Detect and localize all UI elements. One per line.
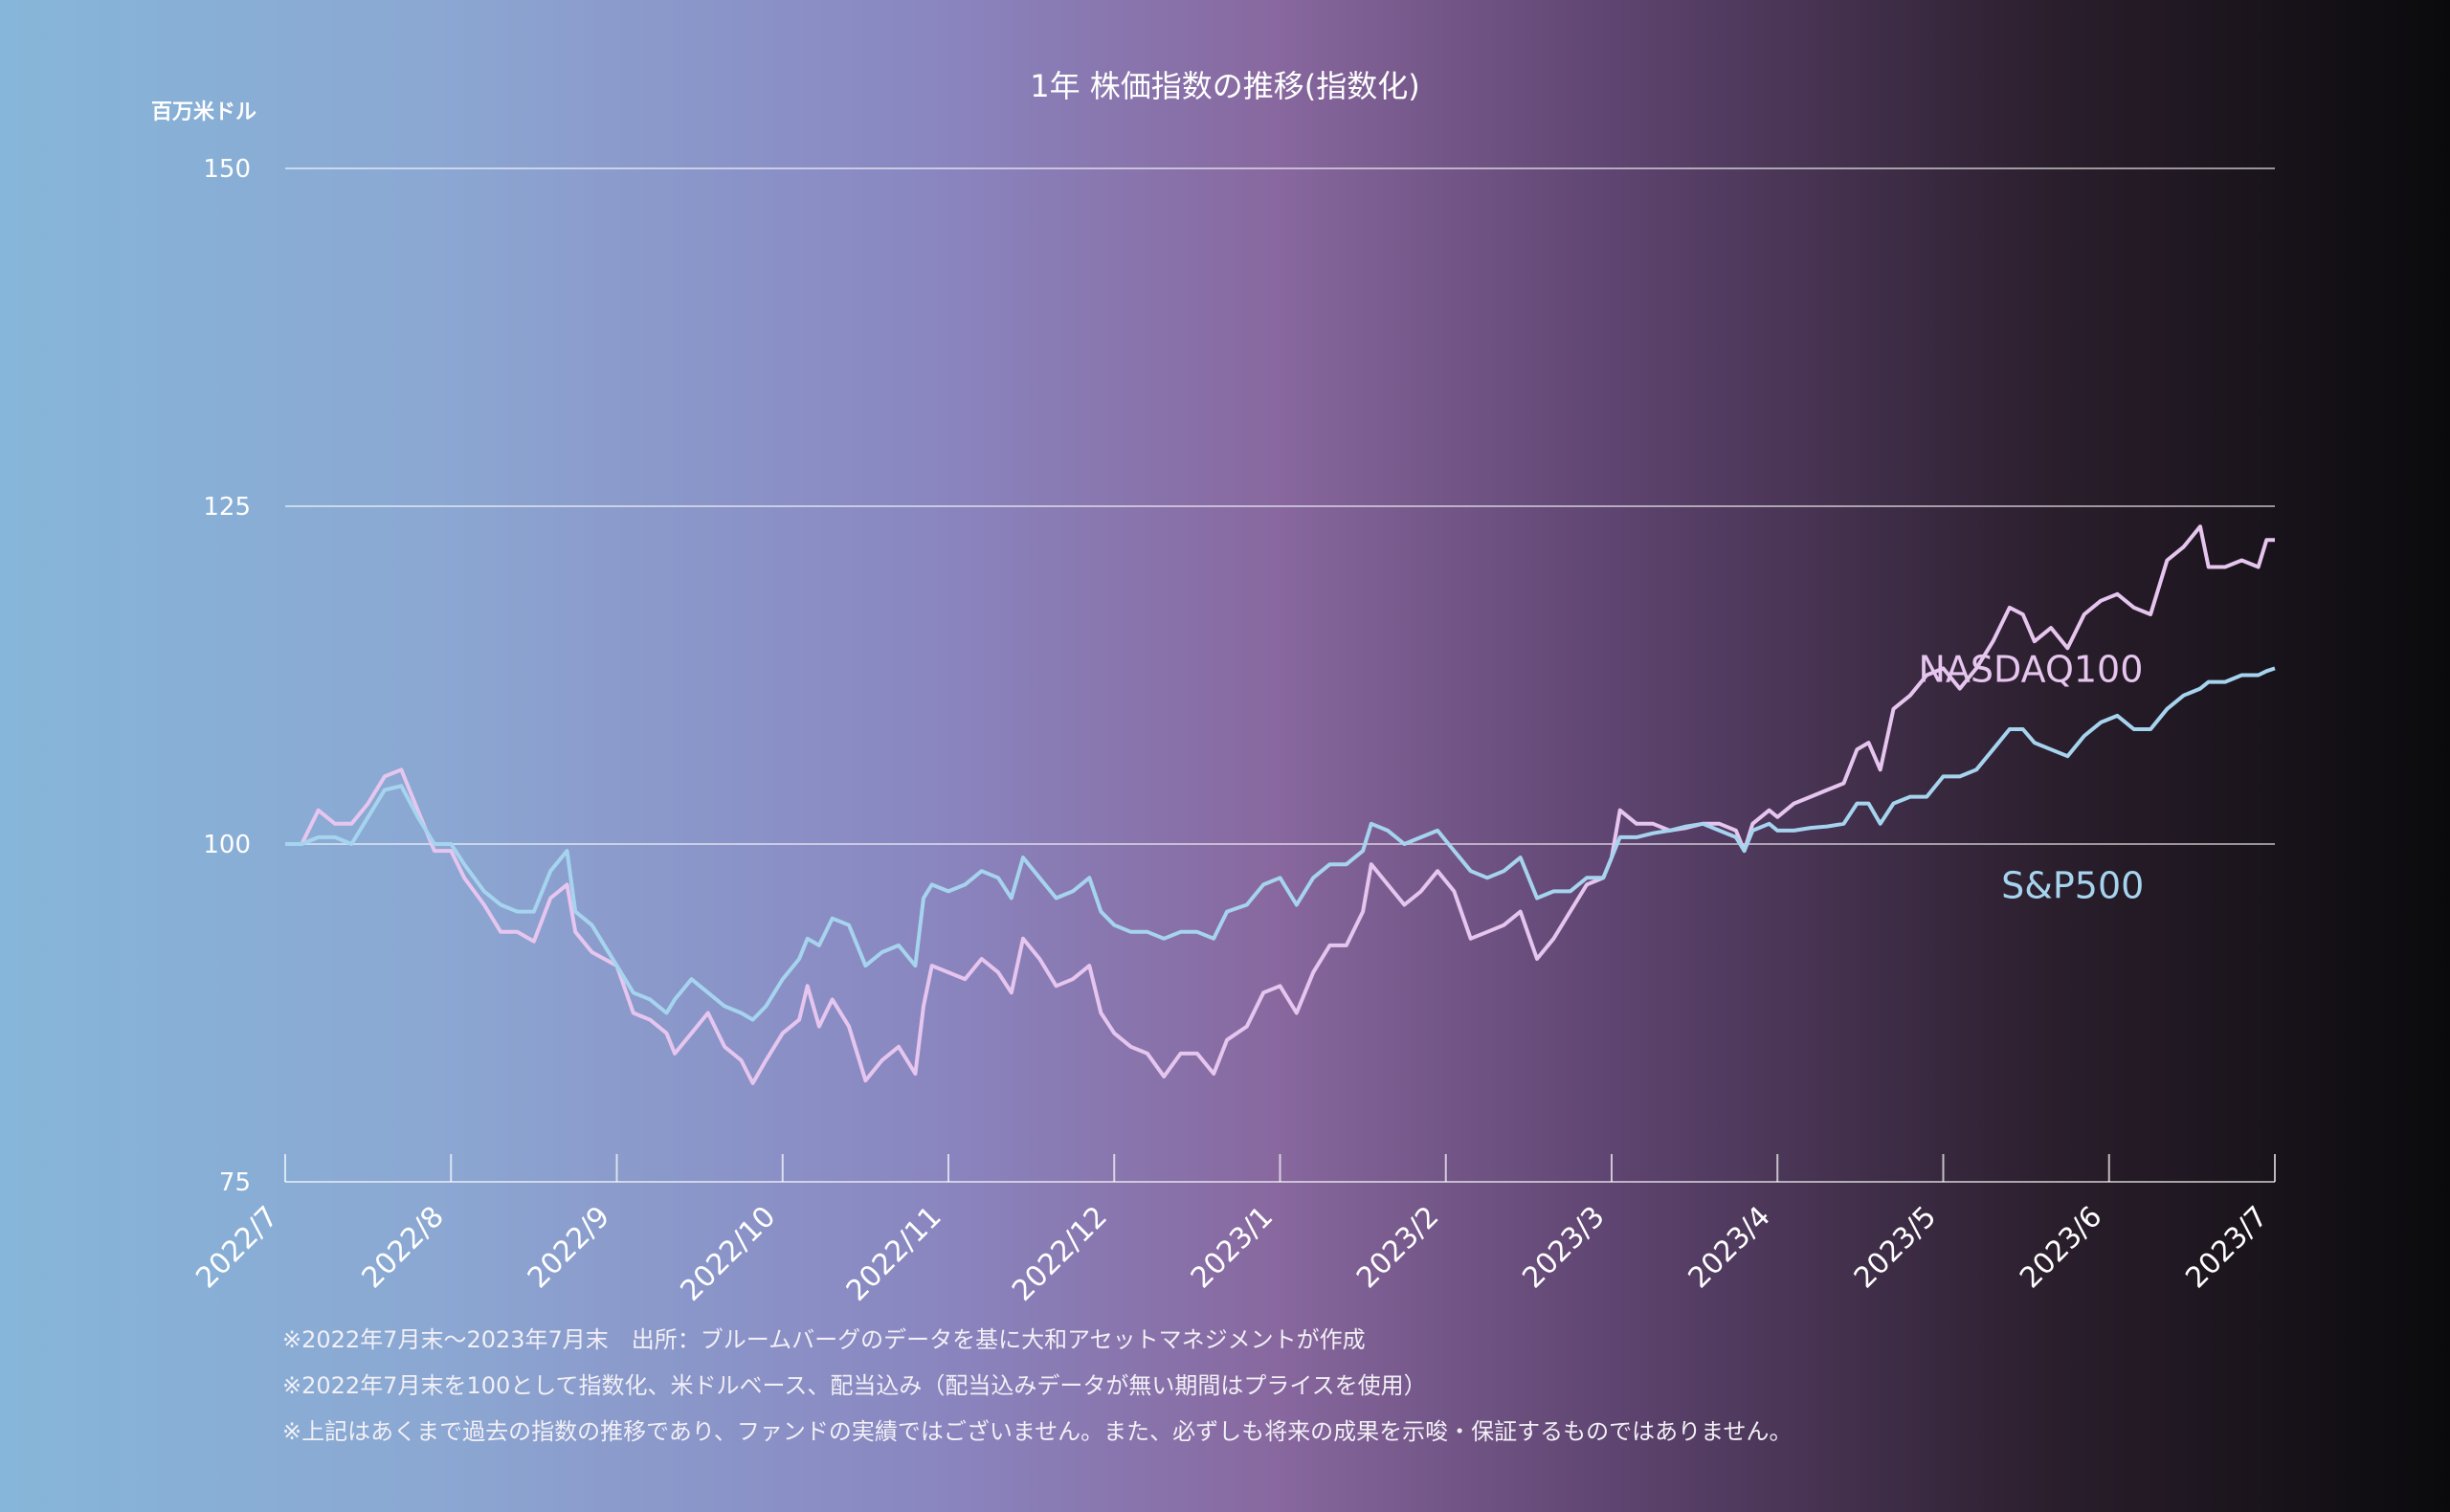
footnotes: ※2022年7月末〜2023年7月末 出所：ブルームバーグのデータを基に大和アセ… <box>282 1317 1792 1455</box>
series-line-nasdaq100 <box>285 524 2275 1085</box>
x-tick-label: 2022/7 <box>189 1200 284 1295</box>
series-annotations: NASDAQ100 S&P500 <box>1919 649 2145 907</box>
footnote-disclaimer: ※上記はあくまで過去の指数の推移であり、ファンドの実績ではございません。また、必… <box>282 1418 1793 1445</box>
x-tick-label: 2023/1 <box>1185 1200 1280 1295</box>
chart-title: 1年 株価指数の推移(指数化) <box>1030 68 1420 104</box>
x-tick-label: 2023/6 <box>2014 1200 2108 1295</box>
x-tick-label: 2022/12 <box>1006 1200 1114 1308</box>
x-tick-label: 2023/3 <box>1516 1200 1611 1295</box>
series-label-sp500: S&P500 <box>2001 864 2144 906</box>
y-tick-label: 100 <box>203 831 251 859</box>
x-tick-label: 2022/8 <box>356 1200 451 1295</box>
series-label-nasdaq100: NASDAQ100 <box>1919 649 2144 691</box>
series-line-sp500 <box>285 666 2276 1022</box>
series-lines <box>285 524 2276 1085</box>
y-tick-label: 125 <box>203 493 251 522</box>
x-tick-label: 2022/9 <box>522 1200 616 1295</box>
x-tick-label: 2022/11 <box>840 1200 948 1308</box>
x-tick-label: 2022/10 <box>675 1200 783 1308</box>
footnote-method: ※2022年7月末を100として指数化、米ドルベース、配当込み（配当込みデータが… <box>282 1372 1427 1399</box>
x-tick-label: 2023/5 <box>1848 1200 1943 1295</box>
grid-lines: 75 100 125 150 <box>203 155 2275 1197</box>
x-tick-label: 2023/7 <box>2179 1200 2274 1295</box>
x-axis: 2022/7 2022/8 2022/9 2022/10 2022/11 2022/12 2… <box>189 1154 2276 1308</box>
footnote-source: ※2022年7月末〜2023年7月末 出所：ブルームバーグのデータを基に大和アセ… <box>282 1326 1366 1353</box>
y-tick-label: 150 <box>203 155 251 184</box>
y-tick-label: 75 <box>219 1168 251 1197</box>
y-axis-label: 百万米ドル <box>151 100 256 124</box>
x-tick-label: 2023/2 <box>1350 1200 1445 1295</box>
x-tick-label: 2023/4 <box>1682 1200 1777 1295</box>
